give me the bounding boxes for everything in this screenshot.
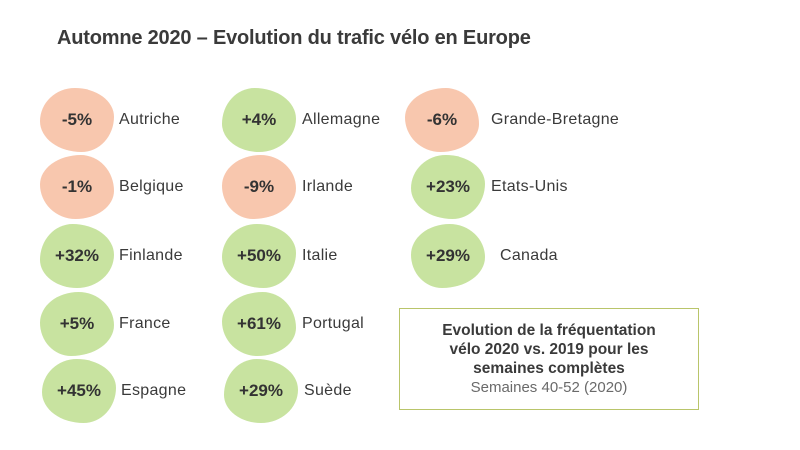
country-label: Suède <box>304 382 352 399</box>
value-badge: +32% <box>40 224 114 288</box>
country-label: Italie <box>302 247 338 264</box>
country-label: Autriche <box>119 111 181 128</box>
country-label: Finlande <box>119 247 183 264</box>
country-label: Etats-Unis <box>491 178 568 195</box>
value-badge: +29% <box>411 224 485 288</box>
value-badge: +50% <box>222 224 296 288</box>
country-label: France <box>119 315 171 332</box>
value-badge: +5% <box>40 292 114 356</box>
value-badge: -1% <box>40 155 114 219</box>
value-badge: +23% <box>411 155 485 219</box>
value-badge: +45% <box>42 359 116 423</box>
value-badge: +61% <box>222 292 296 356</box>
country-label: Portugal <box>302 315 364 332</box>
country-label: Irlande <box>302 178 354 195</box>
country-label: Belgique <box>119 178 184 195</box>
value-badge: -9% <box>222 155 296 219</box>
legend-line: vélo 2020 vs. 2019 pour les <box>449 340 649 358</box>
value-badge: -5% <box>40 88 114 152</box>
legend-box: Evolution de la fréquentation vélo 2020 … <box>399 308 699 410</box>
country-label: Allemagne <box>302 111 381 128</box>
country-label: Canada <box>500 247 558 264</box>
value-badge: +29% <box>224 359 298 423</box>
page-title: Automne 2020 – Evolution du trafic vélo … <box>57 27 531 49</box>
country-label: Espagne <box>121 382 187 399</box>
legend-line: Evolution de la fréquentation <box>442 321 656 339</box>
country-label: Grande-Bretagne <box>491 111 620 128</box>
legend-line: semaines complètes <box>473 359 625 377</box>
value-badge: +4% <box>222 88 296 152</box>
legend-subtitle: Semaines 40-52 (2020) <box>470 378 628 396</box>
value-badge: -6% <box>405 88 479 152</box>
